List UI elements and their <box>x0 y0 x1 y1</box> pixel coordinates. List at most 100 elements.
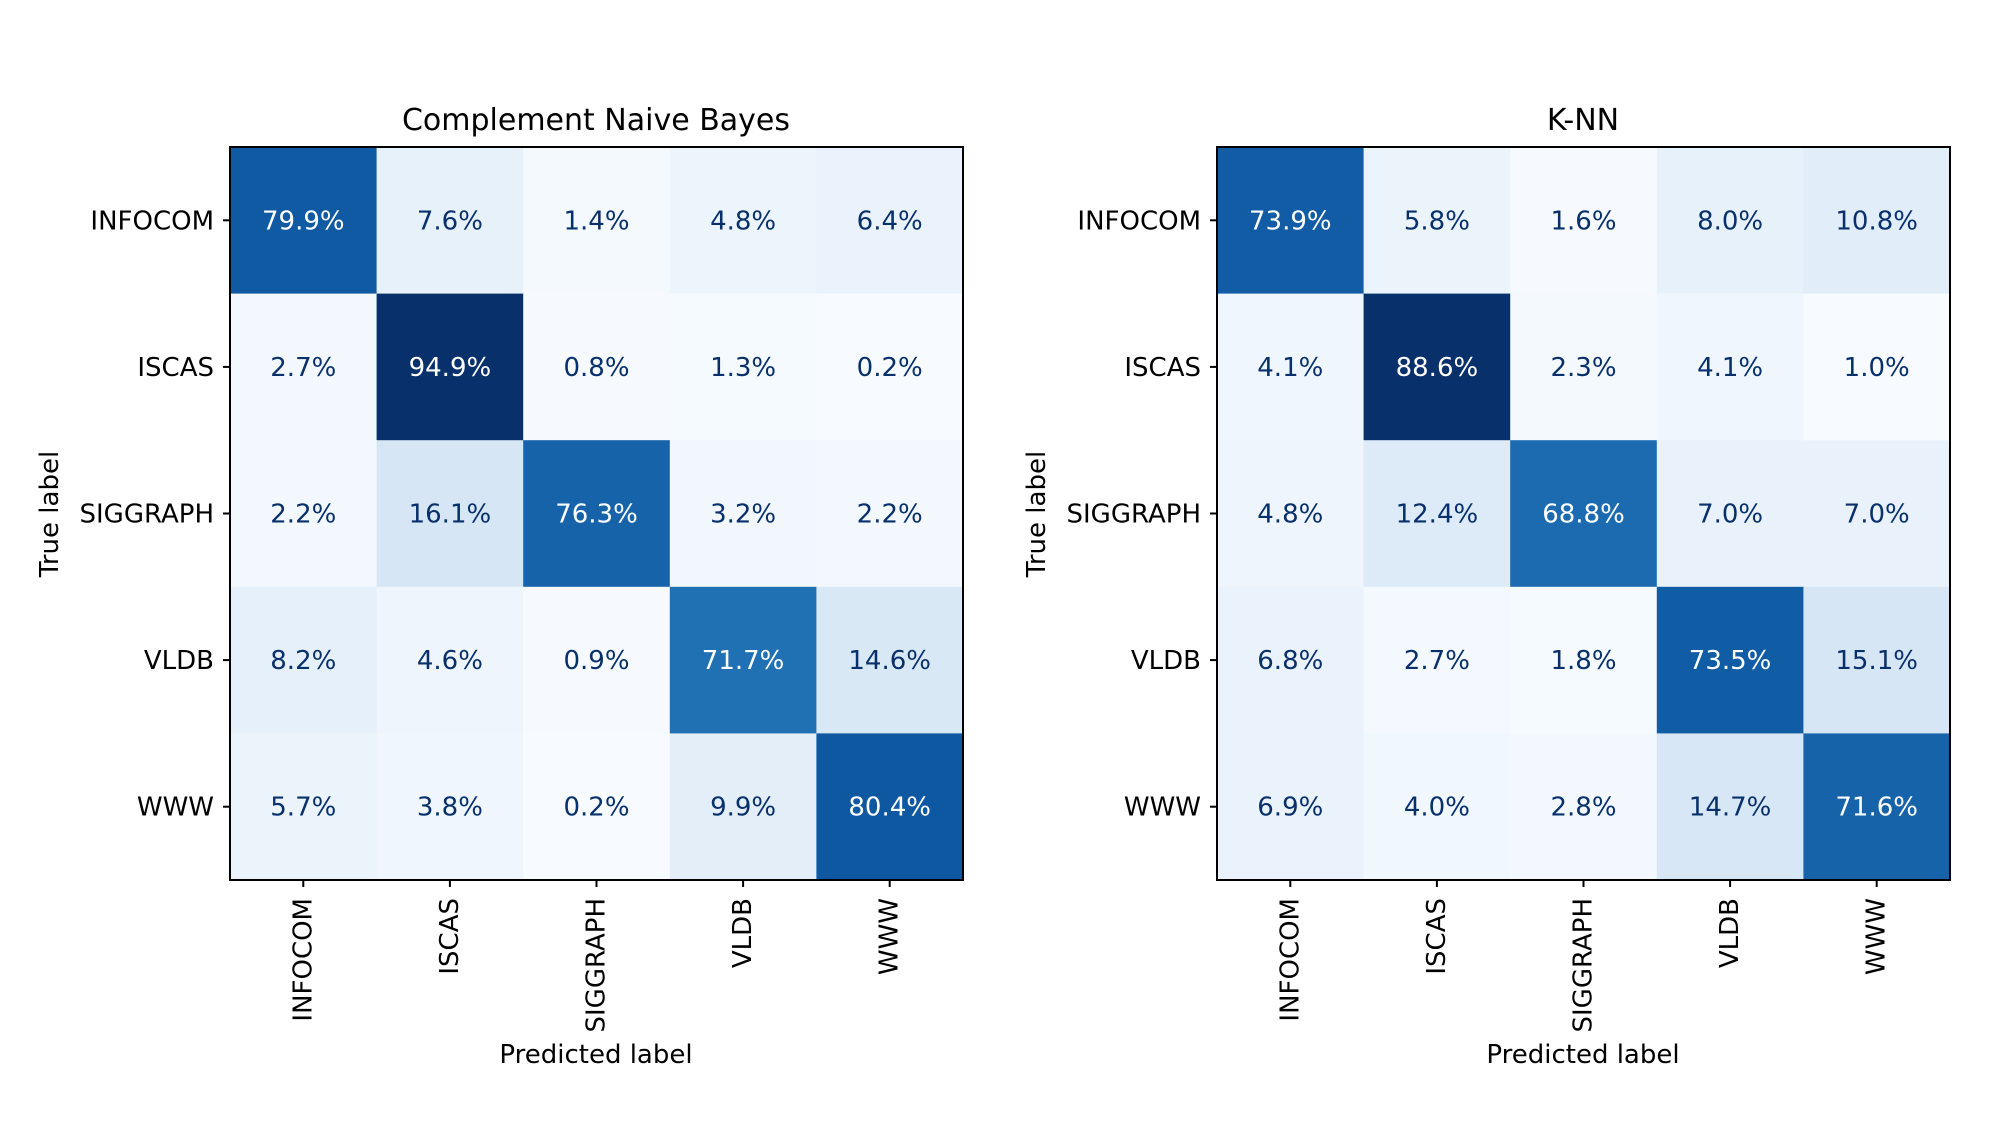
heatmap-cell-vldb-iscas <box>1363 586 1511 734</box>
cell-value-label: 2.8% <box>1550 793 1616 823</box>
heatmap-cell-www-infocom <box>230 733 378 881</box>
heatmap-cell-vldb-vldb <box>669 586 817 734</box>
heatmap-cell-infocom-iscas <box>1363 147 1511 295</box>
heatmap-cell-iscas-siggraph <box>1510 293 1658 441</box>
cell-value-label: 0.2% <box>563 793 629 823</box>
heatmap-cell-infocom-infocom <box>230 147 378 295</box>
cell-value-label: 73.5% <box>1689 646 1772 676</box>
heatmap-cell-iscas-vldb <box>669 293 817 441</box>
x-tick-label-iscas: ISCAS <box>1422 898 1452 975</box>
heatmap-cell-vldb-siggraph <box>523 586 671 734</box>
heatmap-cell-iscas-infocom <box>230 293 378 441</box>
y-axis-ticks: INFOCOM ISCAS SIGGRAPH VLDB WWW <box>1067 206 1217 823</box>
heatmap-cell-siggraph-iscas <box>376 440 524 588</box>
cell-value-label: 2.3% <box>1550 353 1616 383</box>
y-tick-label-siggraph: SIGGRAPH <box>80 500 215 530</box>
heatmap-cell-siggraph-infocom <box>1217 440 1365 588</box>
cell-value-label: 0.8% <box>563 353 629 383</box>
cell-value-label: 2.7% <box>1404 646 1470 676</box>
y-tick-label-www: WWW <box>137 793 214 823</box>
heatmap-cell-infocom-infocom <box>1217 147 1365 295</box>
heatmap-cell-iscas-vldb <box>1656 293 1804 441</box>
x-tick-label-siggraph: SIGGRAPH <box>1569 898 1599 1033</box>
heatmap-cells: 79.9% 7.6% 1.4% 4.8% 6.4% 2.7% 94.9% 0.8% 1.3% 0.… <box>230 147 964 881</box>
x-tick-label-www: WWW <box>875 898 905 975</box>
cell-value-label: 1.8% <box>1550 646 1616 676</box>
x-tick-label-infocom: INFOCOM <box>1275 898 1305 1022</box>
cell-value-label: 6.9% <box>1257 793 1323 823</box>
heatmap-cell-infocom-siggraph <box>523 147 671 295</box>
cell-value-label: 79.9% <box>262 206 345 236</box>
heatmap-cell-iscas-iscas <box>376 293 524 441</box>
y-axis-label: True label <box>35 451 65 578</box>
cell-value-label: 4.8% <box>710 206 776 236</box>
heatmap-cell-vldb-vldb <box>1656 586 1804 734</box>
y-tick-label-iscas: ISCAS <box>1124 353 1201 383</box>
x-tick-label-infocom: INFOCOM <box>288 898 318 1022</box>
cell-value-label: 2.2% <box>270 500 336 530</box>
confusion-matrix-panel-knn: K-NN True label Predicted label 73.9% 5.8… <box>1022 103 1951 1070</box>
cell-value-label: 1.4% <box>563 206 629 236</box>
cell-value-label: 14.7% <box>1689 793 1772 823</box>
cell-value-label: 0.9% <box>563 646 629 676</box>
y-tick-label-www: WWW <box>1124 793 1201 823</box>
heatmap-cell-www-infocom <box>1217 733 1365 881</box>
cell-value-label: 4.1% <box>1697 353 1763 383</box>
cell-value-label: 6.4% <box>857 206 923 236</box>
x-tick-label-siggraph: SIGGRAPH <box>582 898 612 1033</box>
x-tick-label-iscas: ISCAS <box>435 898 465 975</box>
cell-value-label: 5.8% <box>1404 206 1470 236</box>
x-axis-label: Predicted label <box>1486 1040 1679 1070</box>
heatmap-cell-iscas-iscas <box>1363 293 1511 441</box>
cell-value-label: 2.7% <box>270 353 336 383</box>
heatmap-cell-siggraph-vldb <box>669 440 817 588</box>
confusion-matrix-panel-complement-naive-bayes: Complement Naive Bayes True label Predic… <box>35 103 964 1070</box>
cell-value-label: 8.2% <box>270 646 336 676</box>
cell-value-label: 6.8% <box>1257 646 1323 676</box>
y-tick-label-infocom: INFOCOM <box>90 206 214 236</box>
heatmap-cell-vldb-iscas <box>376 586 524 734</box>
heatmap-cell-siggraph-vldb <box>1656 440 1804 588</box>
panel-title: K-NN <box>1547 103 1619 138</box>
cell-value-label: 68.8% <box>1542 500 1625 530</box>
heatmap-cell-www-vldb <box>669 733 817 881</box>
heatmap-cell-vldb-infocom <box>1217 586 1365 734</box>
heatmap-cell-vldb-infocom <box>230 586 378 734</box>
cell-value-label: 8.0% <box>1697 206 1763 236</box>
x-tick-label-www: WWW <box>1862 898 1892 975</box>
cell-value-label: 3.2% <box>710 500 776 530</box>
cell-value-label: 16.1% <box>409 500 492 530</box>
cell-value-label: 3.8% <box>417 793 483 823</box>
heatmap-cell-www-siggraph <box>1510 733 1658 881</box>
heatmap-cell-siggraph-siggraph <box>523 440 671 588</box>
cell-value-label: 14.6% <box>848 646 931 676</box>
heatmap-cell-infocom-iscas <box>376 147 524 295</box>
cell-value-label: 4.6% <box>417 646 483 676</box>
cell-value-label: 71.6% <box>1835 793 1918 823</box>
heatmap-cell-iscas-www <box>1803 293 1951 441</box>
heatmap-cell-infocom-www <box>816 147 964 295</box>
cell-value-label: 7.0% <box>1844 500 1910 530</box>
y-tick-label-infocom: INFOCOM <box>1077 206 1201 236</box>
heatmap-cell-vldb-www <box>1803 586 1951 734</box>
y-tick-label-iscas: ISCAS <box>137 353 214 383</box>
y-tick-label-siggraph: SIGGRAPH <box>1067 500 1202 530</box>
cell-value-label: 5.7% <box>270 793 336 823</box>
heatmap-cell-iscas-www <box>816 293 964 441</box>
y-tick-label-vldb: VLDB <box>1131 646 1201 676</box>
heatmap-cell-www-iscas <box>1363 733 1511 881</box>
heatmap-cell-iscas-siggraph <box>523 293 671 441</box>
y-axis-label: True label <box>1022 451 1052 578</box>
cell-value-label: 1.0% <box>1844 353 1910 383</box>
cell-value-label: 15.1% <box>1835 646 1918 676</box>
heatmap-cell-siggraph-www <box>816 440 964 588</box>
x-axis-ticks: INFOCOM ISCAS SIGGRAPH VLDB WWW <box>288 880 905 1033</box>
y-axis-ticks: INFOCOM ISCAS SIGGRAPH VLDB WWW <box>80 206 230 823</box>
heatmap-cell-vldb-www <box>816 586 964 734</box>
cell-value-label: 4.1% <box>1257 353 1323 383</box>
cell-value-label: 9.9% <box>710 793 776 823</box>
cell-value-label: 1.6% <box>1550 206 1616 236</box>
heatmap-cell-iscas-infocom <box>1217 293 1365 441</box>
heatmap-cell-siggraph-infocom <box>230 440 378 588</box>
